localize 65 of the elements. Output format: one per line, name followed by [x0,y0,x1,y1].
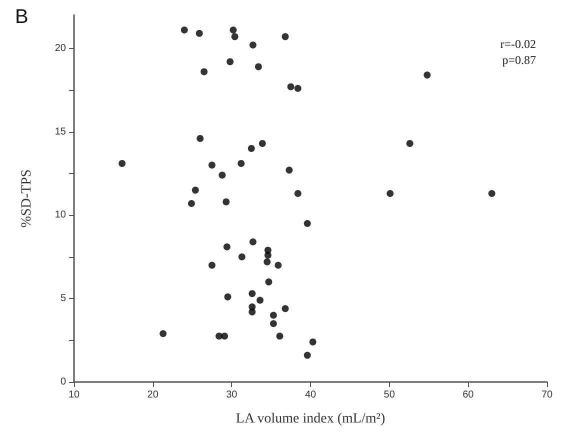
point [264,258,271,266]
point [248,144,255,152]
y-tick-label: 0 [60,376,66,388]
point [274,262,282,269]
point [282,33,289,40]
x-tick-label: 60 [462,390,474,400]
point [304,220,311,228]
annotation: p=0.87 [502,53,536,67]
point [218,172,226,179]
x-tick-label: 40 [304,390,316,400]
x-axis-title: LA volume index (mL/m²) [236,412,386,426]
point [238,160,245,167]
y-tick-label: 20 [54,42,66,54]
x-tick-label: 10 [68,390,80,400]
point [248,290,256,298]
point [160,330,167,338]
point [180,26,188,34]
y-tick-label: 5 [60,293,66,304]
point [282,305,289,312]
point [386,190,394,197]
point [238,253,246,260]
x-tick-label: 70 [541,390,553,400]
x-tick-label: 30 [226,390,238,400]
point [248,308,256,316]
point [221,332,228,340]
point [192,186,199,194]
point [196,30,203,37]
point [118,160,126,167]
point [294,190,302,197]
point [208,262,216,269]
point [223,243,230,250]
point [230,26,237,34]
point [406,140,414,147]
point [424,72,431,79]
point [294,84,302,92]
point [265,278,272,286]
point [304,352,311,359]
point [276,332,284,340]
point [488,190,496,197]
point [231,33,238,40]
point [309,338,316,346]
point [196,134,204,142]
point [264,252,272,259]
y-tick-label: 10 [54,210,66,221]
point [270,320,277,328]
point [224,293,232,300]
point [200,68,208,76]
y-axis-title: %SD-TPS [20,169,34,228]
point [249,42,256,49]
point [188,200,195,208]
x-tick-label: 50 [384,390,396,400]
point [226,58,234,66]
point [287,83,294,90]
point [208,162,216,169]
chart-title: B [15,6,28,28]
point [222,198,230,206]
point [270,312,277,319]
x-tick-label: 20 [147,390,159,400]
point [254,63,262,70]
point [258,140,266,147]
point [286,166,293,174]
point [249,238,256,246]
annotation: r=-0.02 [500,37,536,51]
point [256,296,264,304]
y-tick-label: 15 [54,126,66,138]
